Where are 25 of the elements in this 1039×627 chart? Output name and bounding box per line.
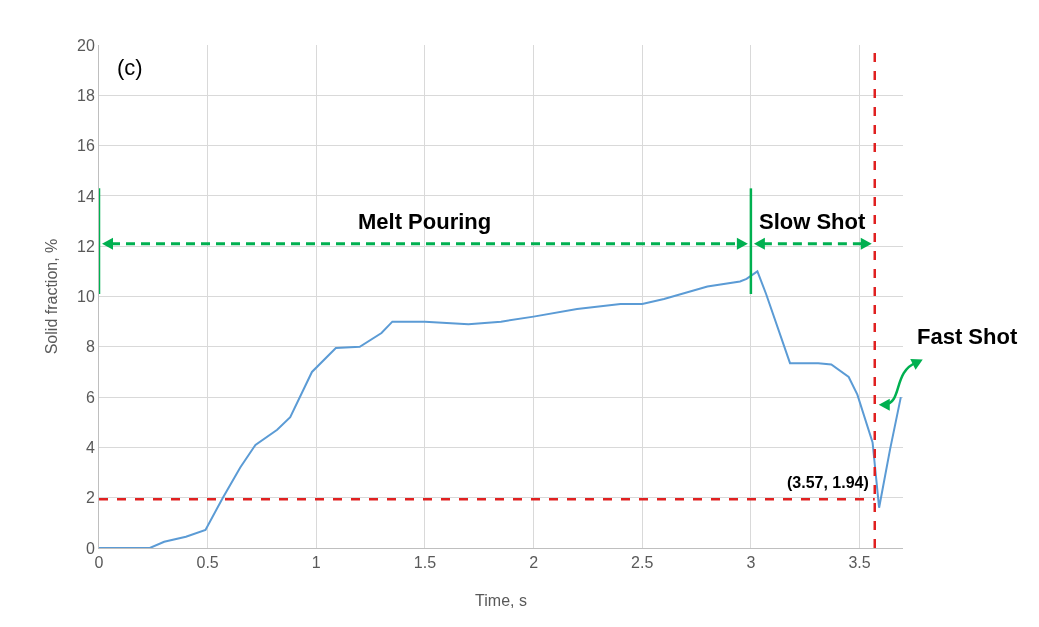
y-tick-label: 12 [77,237,95,255]
y-tick-label: 18 [77,86,95,104]
annotation: Slow Shot [759,209,866,234]
x-axis-title: Time, s [475,592,527,609]
y-tick-label: 14 [77,187,95,205]
x-tick-label: 2 [529,554,539,572]
y-tick-label: 6 [85,388,95,406]
annotation: (3.57, 1.94) [787,474,869,491]
x-tick-label: 2.5 [631,554,654,572]
y-tick-label: 10 [77,288,95,306]
x-tick-label: 1.5 [413,554,437,572]
x-tick-label: 0.5 [196,554,219,572]
y-axis-title: Solid fraction, % [43,238,60,355]
y-tick-label: 16 [77,137,95,155]
y-tick-label: 20 [77,36,95,54]
y-tick-label: 4 [85,439,95,456]
y-tick-label: 2 [85,489,95,507]
x-tick-label: 3.5 [848,554,871,572]
annotation: Melt Pouring [358,209,492,234]
text: Fast Shot [917,324,1018,349]
y-tick-label: 0 [85,539,95,557]
x-tick-label: 3 [746,554,756,572]
y-tick-label: 8 [85,338,95,356]
annotation: (c) [117,55,143,80]
x-tick-label: 1 [311,554,321,572]
